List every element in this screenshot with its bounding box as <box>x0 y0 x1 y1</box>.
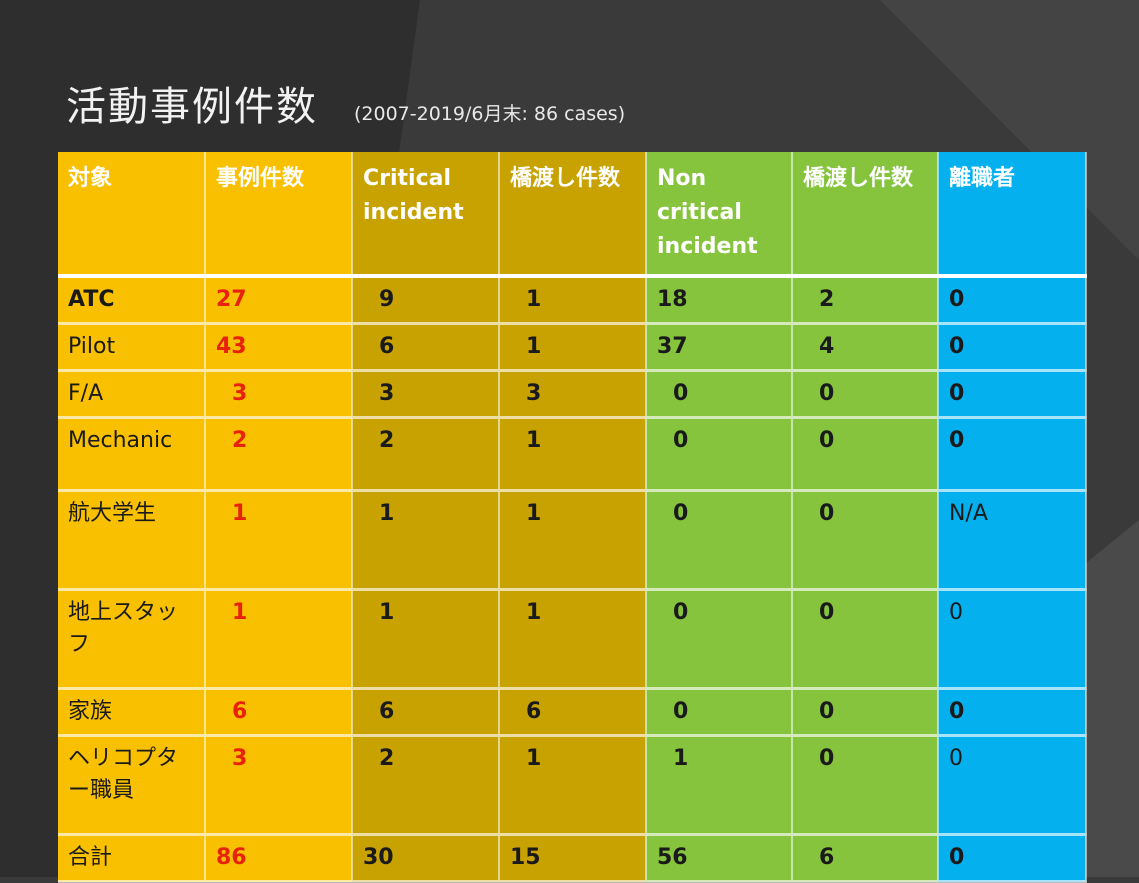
cell-case-count: 43 <box>205 323 353 372</box>
cell-non-critical: 0 <box>646 370 793 419</box>
cell-referral: 15 <box>499 834 647 883</box>
table-row: F/A 3 3 3 0 0 0 <box>58 370 1087 419</box>
cell-critical: 6 <box>352 323 500 372</box>
cell-critical: 2 <box>352 735 500 836</box>
cell-target: ヘリコプター職員 <box>58 735 206 836</box>
cell-resigned: N/A <box>938 490 1087 591</box>
cell-target: Pilot <box>58 323 206 372</box>
cell-case-count: 3 <box>205 735 353 836</box>
cell-critical: 6 <box>352 688 500 737</box>
slide-title: 活動事例件数 <box>66 84 318 130</box>
header-target: 対象 <box>58 152 206 278</box>
header-critical-incident: Critical incident <box>352 152 500 278</box>
cell-resigned: 0 <box>938 688 1087 737</box>
cell-referral: 1 <box>499 589 647 690</box>
cell-case-count: 2 <box>205 417 353 492</box>
cell-critical: 2 <box>352 417 500 492</box>
cell-non-critical: 56 <box>646 834 793 883</box>
cell-case-count: 3 <box>205 370 353 419</box>
cases-table: 対象 事例件数 Critical incident 橋渡し件数 Non crit… <box>58 152 1087 883</box>
header-referral-count: 橋渡し件数 <box>499 152 647 278</box>
cell-resigned: 0 <box>938 370 1087 419</box>
header-non-critical-incident: Non critical incident <box>646 152 793 278</box>
cell-referral: 1 <box>499 417 647 492</box>
cell-referral: 1 <box>499 490 647 591</box>
header-referral-count-2: 橋渡し件数 <box>792 152 939 278</box>
cell-non-critical: 0 <box>646 688 793 737</box>
cell-target: ATC <box>58 276 206 325</box>
cell-referral: 1 <box>499 323 647 372</box>
cell-non-critical: 0 <box>646 589 793 690</box>
header-case-count: 事例件数 <box>205 152 353 278</box>
table-row: 地上スタッフ 1 1 1 0 0 0 <box>58 589 1087 690</box>
cell-referral-2: 0 <box>792 589 939 690</box>
cell-referral-2: 0 <box>792 735 939 836</box>
cell-referral: 3 <box>499 370 647 419</box>
cell-referral-2: 4 <box>792 323 939 372</box>
cell-target: 家族 <box>58 688 206 737</box>
header-resigned: 離職者 <box>938 152 1087 278</box>
table-row: Mechanic 2 2 1 0 0 0 <box>58 417 1087 492</box>
cell-resigned: 0 <box>938 276 1087 325</box>
cell-case-count: 1 <box>205 589 353 690</box>
cell-target: 合計 <box>58 834 206 883</box>
cell-case-count: 86 <box>205 834 353 883</box>
cell-case-count: 1 <box>205 490 353 591</box>
cell-referral: 6 <box>499 688 647 737</box>
table-row: 航大学生 1 1 1 0 0 N/A <box>58 490 1087 591</box>
cell-resigned: 0 <box>938 589 1087 690</box>
cell-non-critical: 0 <box>646 490 793 591</box>
cell-resigned: 0 <box>938 323 1087 372</box>
cell-target: 地上スタッフ <box>58 589 206 690</box>
cell-resigned: 0 <box>938 834 1087 883</box>
cell-referral-2: 2 <box>792 276 939 325</box>
cell-referral-2: 6 <box>792 834 939 883</box>
cell-target: F/A <box>58 370 206 419</box>
slide-subtitle: (2007-2019/6月末: 86 cases) <box>354 103 626 125</box>
table-row-total: 合計 86 30 15 56 6 0 <box>58 834 1087 883</box>
cell-referral-2: 0 <box>792 688 939 737</box>
table-row: ヘリコプター職員 3 2 1 1 0 0 <box>58 735 1087 836</box>
cell-critical: 9 <box>352 276 500 325</box>
cell-resigned: 0 <box>938 735 1087 836</box>
table-row: Pilot 43 6 1 37 4 0 <box>58 323 1087 372</box>
cell-non-critical: 18 <box>646 276 793 325</box>
table-header-row: 対象 事例件数 Critical incident 橋渡し件数 Non crit… <box>58 152 1087 278</box>
table-row: 家族 6 6 6 0 0 0 <box>58 688 1087 737</box>
cell-critical: 1 <box>352 589 500 690</box>
cell-critical: 3 <box>352 370 500 419</box>
cell-target: 航大学生 <box>58 490 206 591</box>
table-row: ATC 27 9 1 18 2 0 <box>58 276 1087 325</box>
cell-resigned: 0 <box>938 417 1087 492</box>
cell-referral-2: 0 <box>792 370 939 419</box>
cell-critical: 30 <box>352 834 500 883</box>
cell-referral-2: 0 <box>792 490 939 591</box>
cell-non-critical: 1 <box>646 735 793 836</box>
cell-non-critical: 0 <box>646 417 793 492</box>
cell-referral: 1 <box>499 276 647 325</box>
cell-non-critical: 37 <box>646 323 793 372</box>
cell-referral-2: 0 <box>792 417 939 492</box>
cell-case-count: 6 <box>205 688 353 737</box>
cell-critical: 1 <box>352 490 500 591</box>
cell-referral: 1 <box>499 735 647 836</box>
title-row: 活動事例件数 (2007-2019/6月末: 86 cases) <box>66 74 625 132</box>
cell-target: Mechanic <box>58 417 206 492</box>
cell-case-count: 27 <box>205 276 353 325</box>
